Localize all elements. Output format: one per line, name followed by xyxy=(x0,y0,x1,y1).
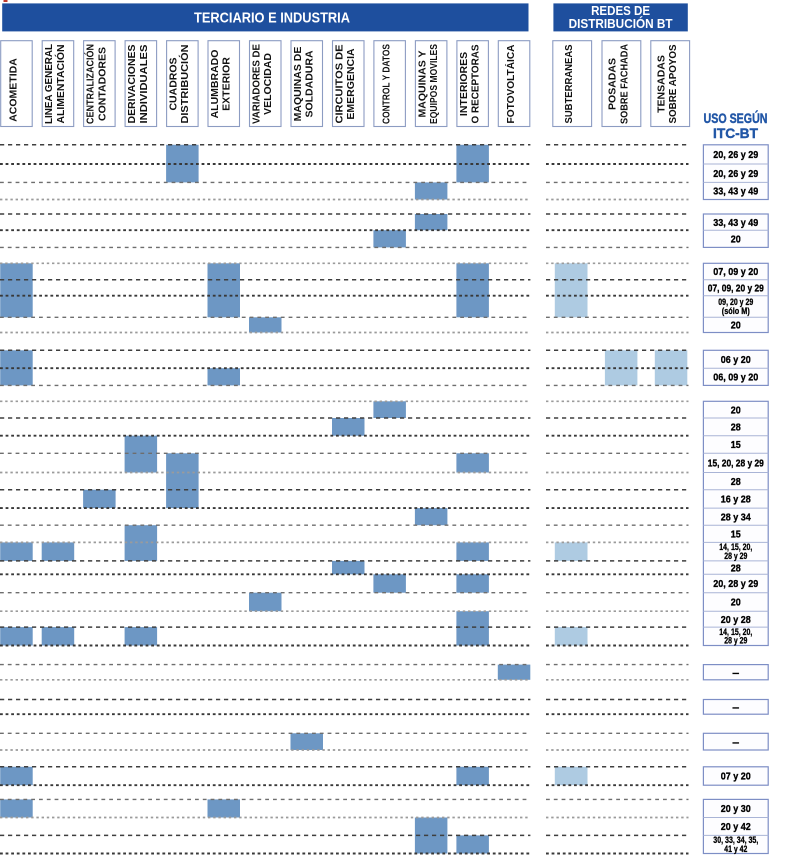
svg-text:30, 33, 34, 35,: 30, 33, 34, 35, xyxy=(713,835,758,845)
svg-text:SUBTERRANEAS: SUBTERRANEAS xyxy=(563,45,575,124)
svg-text:20, 26 y 29: 20, 26 y 29 xyxy=(713,149,758,161)
svg-text:06, 09 y 20: 06, 09 y 20 xyxy=(713,372,758,384)
svg-text:15: 15 xyxy=(731,439,741,451)
svg-text:FOTOVOLTÁICA: FOTOVOLTÁICA xyxy=(504,44,517,123)
svg-text:POSADAS: POSADAS xyxy=(607,58,619,110)
svg-text:ALIMENTACIÓN: ALIMENTACIÓN xyxy=(54,45,67,124)
svg-text:EMERGENCIA: EMERGENCIA xyxy=(345,48,357,120)
svg-text:REDES DE: REDES DE xyxy=(591,4,650,18)
svg-text:CONTROL Y DATOS: CONTROL Y DATOS xyxy=(381,44,393,124)
svg-text:15, 20, 28 y 29: 15, 20, 28 y 29 xyxy=(708,458,764,470)
svg-text:USO SEGÚN: USO SEGÚN xyxy=(704,111,768,126)
svg-text:ACOMETIDA: ACOMETIDA xyxy=(7,58,19,122)
svg-text:14, 15, 20,: 14, 15, 20, xyxy=(719,627,752,637)
svg-text:(sólo M): (sólo M) xyxy=(722,306,750,316)
svg-text:ITC-BT: ITC-BT xyxy=(713,126,759,141)
svg-text:–: – xyxy=(732,736,739,748)
svg-text:SOLDADURA: SOLDADURA xyxy=(304,50,316,117)
svg-text:O RECEPTORAS: O RECEPTORAS xyxy=(470,45,482,124)
svg-text:28: 28 xyxy=(731,422,741,434)
svg-text:SOBRE FACHADA: SOBRE FACHADA xyxy=(618,44,630,124)
svg-text:20: 20 xyxy=(731,234,741,246)
svg-text:28 y 34: 28 y 34 xyxy=(721,511,751,523)
svg-text:SOBRE APOYOS: SOBRE APOYOS xyxy=(667,45,679,124)
svg-text:28: 28 xyxy=(731,562,741,574)
svg-text:TENSADAS: TENSADAS xyxy=(656,55,668,113)
svg-text:EXTERIOR: EXTERIOR xyxy=(221,57,233,111)
svg-text:06 y 20: 06 y 20 xyxy=(721,354,751,366)
svg-text:14, 15, 20,: 14, 15, 20, xyxy=(719,542,752,552)
svg-text:–: – xyxy=(732,702,739,714)
svg-text:CIRCUITOS DE: CIRCUITOS DE xyxy=(334,45,346,124)
svg-text:CENTRALIZACIÓN: CENTRALIZACIÓN xyxy=(84,44,97,124)
svg-text:09, 20 y 29: 09, 20 y 29 xyxy=(718,297,753,307)
svg-text:20 y 42: 20 y 42 xyxy=(721,821,751,833)
svg-text:20, 28 y 29: 20, 28 y 29 xyxy=(713,578,758,590)
svg-text:ALUMBRADO: ALUMBRADO xyxy=(209,50,221,119)
svg-text:07, 09, 20 y 29: 07, 09, 20 y 29 xyxy=(708,282,764,294)
svg-text:CONTADORES: CONTADORES xyxy=(96,47,108,121)
svg-text:33, 43 y 49: 33, 43 y 49 xyxy=(713,186,758,198)
svg-text:INTERIORES: INTERIORES xyxy=(458,52,470,116)
svg-text:28 y 29: 28 y 29 xyxy=(724,636,747,646)
svg-text:TERCIARIO E INDUSTRIA: TERCIARIO E INDUSTRIA xyxy=(194,10,350,27)
svg-text:VELOCIDAD: VELOCIDAD xyxy=(262,53,274,115)
svg-text:VARIADORES DE: VARIADORES DE xyxy=(251,44,263,124)
svg-text:MAQUINAS DE: MAQUINAS DE xyxy=(292,47,304,122)
svg-text:DERIVACIONES: DERIVACIONES xyxy=(126,45,138,124)
svg-text:16 y 28: 16 y 28 xyxy=(721,494,751,506)
svg-text:DISTRIBUCIÓN BT: DISTRIBUCIÓN BT xyxy=(569,16,673,31)
svg-text:CUADROS: CUADROS xyxy=(168,57,180,110)
svg-text:33, 43 y 49: 33, 43 y 49 xyxy=(713,217,758,229)
svg-text:LINEA GENERAL: LINEA GENERAL xyxy=(43,43,55,124)
svg-text:MAQUINAS Y: MAQUINAS Y xyxy=(416,51,428,118)
svg-text:41 y 42: 41 y 42 xyxy=(724,844,747,854)
svg-text:20 y 28: 20 y 28 xyxy=(721,614,751,626)
svg-text:20: 20 xyxy=(731,404,741,416)
svg-text:20: 20 xyxy=(731,320,741,332)
svg-text:28: 28 xyxy=(731,476,741,488)
svg-text:20, 26 y 29: 20, 26 y 29 xyxy=(713,168,758,180)
svg-text:07, 09 y 20: 07, 09 y 20 xyxy=(713,266,758,278)
svg-text:INDIVIDUALES: INDIVIDUALES xyxy=(138,45,150,124)
svg-text:DISTRIBUCIÓN: DISTRIBUCIÓN xyxy=(178,45,191,124)
svg-text:15: 15 xyxy=(731,529,741,541)
svg-text:20 y 30: 20 y 30 xyxy=(721,803,751,815)
svg-text:EQUIPOS MOVILES: EQUIPOS MOVILES xyxy=(428,44,440,124)
svg-text:20: 20 xyxy=(731,597,741,609)
svg-text:28 y 29: 28 y 29 xyxy=(724,551,747,561)
svg-text:–: – xyxy=(732,667,739,679)
svg-text:07 y 20: 07 y 20 xyxy=(721,771,751,783)
